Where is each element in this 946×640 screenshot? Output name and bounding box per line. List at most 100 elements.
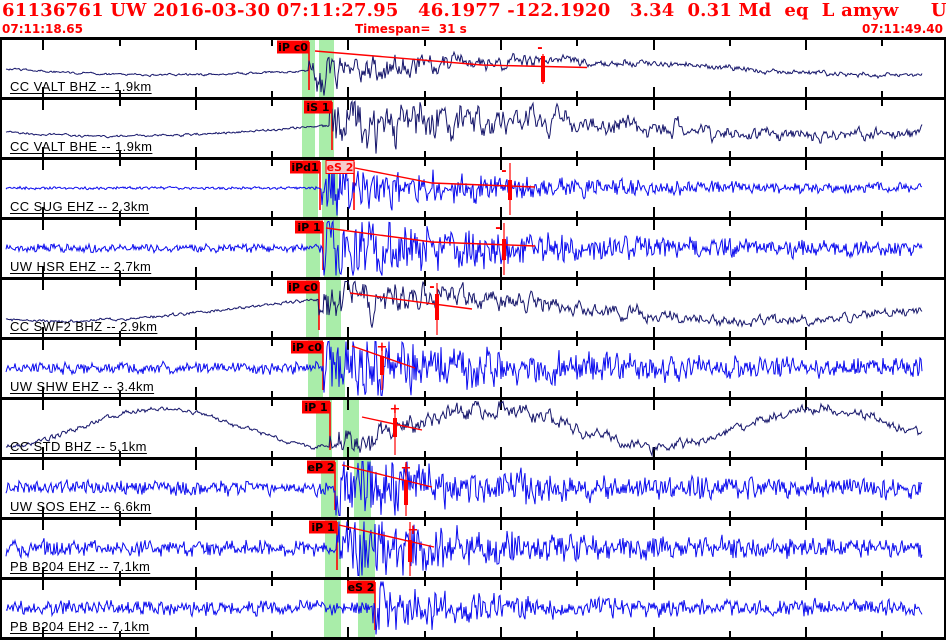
pick-label-box[interactable]	[287, 280, 319, 294]
coda-marker-bar[interactable]	[541, 56, 545, 82]
trace-panel[interactable]: - iP 1 UW HSR EHZ -- 2.7km	[2, 220, 944, 280]
window-end-time: 07:11:49.40	[862, 22, 943, 36]
trace-panel[interactable]: + iP c0 UW SHW EHZ -- 3.4km	[2, 340, 944, 400]
coda-marker-bar[interactable]	[380, 356, 384, 375]
coda-polarity-sign: -	[429, 280, 434, 295]
arrival-window-band	[302, 100, 315, 157]
pick-label-box[interactable]	[309, 520, 337, 534]
trace-label: PB B204 EH2 -- 7.1km	[10, 619, 150, 634]
pick-label: iP c0	[292, 341, 322, 354]
coda-decay-line	[341, 464, 433, 488]
trace-plot[interactable]: iS 1	[2, 100, 944, 157]
waveform[interactable]	[5, 100, 923, 154]
pick-label-box[interactable]	[307, 460, 335, 474]
arrival-window-band	[321, 460, 338, 517]
arrival-window-band	[326, 280, 341, 337]
coda-decay-line	[361, 416, 423, 431]
coda-polarity-sign: +	[401, 461, 412, 476]
trace-plot[interactable]: eS 2	[2, 580, 944, 637]
trace-plot[interactable]: - iP c0	[2, 280, 944, 337]
waveform[interactable]	[5, 220, 923, 276]
trace-plot[interactable]: + iP 1	[2, 400, 944, 457]
coda-polarity-sign: -	[537, 41, 542, 56]
pick-label: eS 2	[327, 161, 354, 174]
trace-label: UW SOS EHZ -- 6.6km	[10, 499, 152, 514]
coda-marker-bar[interactable]	[404, 480, 408, 505]
pick-label-box[interactable]	[325, 160, 355, 174]
pick-label: iPd1	[291, 161, 318, 174]
trace-panel[interactable]: + eP 2 UW SOS EHZ -- 6.6km	[2, 460, 944, 520]
pick-label-box[interactable]	[277, 40, 309, 54]
coda-decay-line	[338, 524, 435, 548]
pick-label: iP 1	[297, 221, 320, 234]
waveform[interactable]	[5, 581, 923, 635]
coda-decay-line	[354, 167, 536, 188]
coda-marker-bar[interactable]	[508, 180, 512, 200]
pick-label-box[interactable]	[347, 580, 375, 594]
trace-plot[interactable]: - iP 1	[2, 220, 944, 277]
pick-label-box[interactable]	[291, 340, 323, 354]
trace-label: CC STD BHZ -- 5.1km	[10, 439, 147, 454]
coda-decay-line	[349, 292, 473, 310]
pick-label: eS 2	[348, 581, 375, 594]
coda-polarity-sign: +	[377, 340, 388, 355]
coda-marker-bar[interactable]	[408, 540, 412, 562]
pick-label: iP c0	[288, 281, 318, 294]
waveform[interactable]	[5, 521, 923, 576]
pick-label: eP 2	[307, 461, 334, 474]
coda-decay-line	[325, 227, 536, 247]
arrival-window-band	[316, 400, 332, 457]
coda-marker-bar[interactable]	[435, 294, 439, 320]
pick-label-box[interactable]	[302, 400, 330, 414]
arrival-window-band	[306, 280, 319, 337]
arrival-window-band	[319, 100, 334, 157]
trace-panel[interactable]: eS 2 PB B204 EH2 -- 7.1km	[2, 580, 944, 640]
trace-label: CC VALT BHE -- 1.9km	[10, 139, 153, 154]
trace-plot[interactable]: - iP c0	[2, 40, 944, 97]
trace-panel[interactable]: - iPd1 eS 2 CC SUG EHZ -- 2.3km	[2, 160, 944, 220]
pick-label-box[interactable]	[304, 100, 332, 114]
arrival-window-band	[343, 400, 359, 457]
trace-panel[interactable]: + iP 1 CC STD BHZ -- 5.1km	[2, 400, 944, 460]
pick-label: iS 1	[306, 101, 329, 114]
coda-polarity-sign: +	[408, 523, 419, 538]
trace-plot[interactable]: + iP c0	[2, 340, 944, 397]
trace-label: PB B204 EHZ -- 7.1km	[10, 559, 151, 574]
trace-panels-container: - iP c0 CC VALT BHZ -- 1.9km iS 1 CC VALT BH…	[0, 37, 946, 640]
arrival-window-band	[324, 580, 341, 637]
waveform[interactable]	[5, 50, 923, 96]
trace-plot[interactable]: + eP 2	[2, 460, 944, 517]
trace-panel[interactable]: iS 1 CC VALT BHE -- 1.9km	[2, 100, 944, 160]
trace-label: UW SHW EHZ -- 3.4km	[10, 379, 155, 394]
coda-marker-bar[interactable]	[502, 239, 506, 260]
pick-label: iP 1	[304, 401, 327, 414]
waveform[interactable]	[5, 280, 923, 328]
pick-label-box[interactable]	[295, 220, 323, 234]
arrival-window-band	[306, 220, 320, 277]
trace-label: CC SUG EHZ -- 2.3km	[10, 199, 150, 214]
trace-plot[interactable]: - iPd1 eS 2	[2, 160, 944, 217]
waveform[interactable]	[5, 461, 923, 516]
waveform[interactable]	[5, 161, 923, 216]
header-bar: 61136761 UW 2016-03-30 07:11:27.95 46.19…	[0, 0, 946, 37]
coda-polarity-sign: +	[390, 402, 401, 417]
trace-label: CC SWF2 BHZ -- 2.9km	[10, 319, 158, 334]
pick-label: iP 1	[311, 521, 334, 534]
coda-decay-line	[314, 50, 588, 69]
pick-label-box[interactable]	[290, 160, 320, 174]
trace-panel[interactable]: - iP c0 CC SWF2 BHZ -- 2.9km	[2, 280, 944, 340]
event-summary-line: 61136761 UW 2016-03-30 07:11:27.95 46.19…	[2, 0, 946, 21]
trace-label: CC VALT BHZ -- 1.9km	[10, 79, 152, 94]
timespan-label: Timespan= 31 s	[355, 22, 467, 36]
coda-polarity-sign: -	[501, 164, 506, 179]
waveform[interactable]	[5, 400, 923, 457]
coda-marker-bar[interactable]	[393, 418, 397, 437]
trace-panel[interactable]: - iP c0 CC VALT BHZ -- 1.9km	[2, 40, 944, 100]
trace-plot[interactable]: + iP 1	[2, 520, 944, 577]
coda-polarity-sign: -	[495, 221, 500, 236]
trace-panel[interactable]: + iP 1 PB B204 EHZ -- 7.1km	[2, 520, 944, 580]
waveform[interactable]	[5, 340, 923, 397]
pick-label: iP c0	[278, 41, 308, 54]
window-start-time: 07:11:18.65	[2, 22, 83, 36]
